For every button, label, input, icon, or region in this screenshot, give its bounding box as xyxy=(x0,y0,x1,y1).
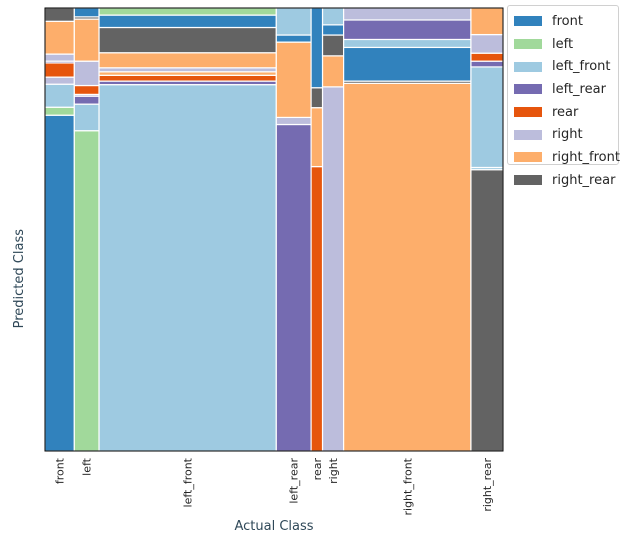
x-tick-label-right: right xyxy=(327,457,340,484)
tile-rear-pred-rear xyxy=(310,165,324,452)
x-tick-label-right_rear: right_rear xyxy=(481,458,494,512)
legend-item-left_front: left_front xyxy=(514,55,618,78)
x-tick-labels: front left left_front left_rear rear right rig… xyxy=(54,457,494,515)
legend-swatch-left xyxy=(514,39,542,50)
legend-swatch-right_rear xyxy=(514,175,542,186)
legend-label-left: left xyxy=(552,36,574,52)
legend-item-right_rear: right_rear xyxy=(514,169,618,192)
tile-right_front-pred-front xyxy=(343,46,472,82)
legend-swatch-left_front xyxy=(514,61,542,72)
legend-item-right_front: right_front xyxy=(514,146,620,169)
tile-left-pred-left xyxy=(73,130,100,452)
tile-left-pred-front xyxy=(73,7,100,18)
legend-label-rear: rear xyxy=(552,104,579,120)
tile-left-pred-left_front xyxy=(73,103,100,132)
tile-left_front-pred-left_front xyxy=(98,84,277,452)
tile-left_front-pred-front xyxy=(98,14,277,29)
legend-label-left_rear: left_rear xyxy=(552,81,606,97)
tile-rear-pred-right_rear xyxy=(310,87,324,109)
tile-left-pred-left_rear xyxy=(73,95,100,105)
x-axis-label: Actual Class xyxy=(234,519,314,534)
x-tick-label-left_rear: left_rear xyxy=(288,458,301,504)
x-tick-label-right_front: right_front xyxy=(401,457,414,515)
tile-right_front-pred-right_front xyxy=(343,82,472,452)
legend-label-right_rear: right_rear xyxy=(552,172,616,188)
tile-left_front-pred-right_front xyxy=(98,52,277,69)
y-axis-label: Predicted Class xyxy=(12,229,27,329)
tile-left_rear-pred-left_front xyxy=(275,7,312,36)
tile-right-pred-left_front xyxy=(321,7,345,26)
tile-right_rear-pred-left_front xyxy=(470,66,504,169)
legend-swatch-rear xyxy=(514,107,542,118)
legend-label-right_front: right_front xyxy=(552,149,620,165)
tile-front-pred-right_rear xyxy=(44,7,75,22)
x-tick-label-left: left xyxy=(81,457,94,476)
tile-front-pred-left_front xyxy=(44,83,75,108)
tile-left_front-pred-right_rear xyxy=(98,26,277,54)
tile-front-pred-right xyxy=(44,53,75,62)
legend-swatch-front xyxy=(514,16,542,27)
x-tick-label-rear: rear xyxy=(311,458,324,481)
tile-right-pred-right_front xyxy=(321,55,345,88)
legend-swatch-left_rear xyxy=(514,84,542,95)
tile-left_rear-pred-left_rear xyxy=(275,123,312,452)
tile-left-pred-right_front xyxy=(73,18,100,62)
tile-rear-pred-right_front xyxy=(310,107,324,168)
tile-right_front-pred-right xyxy=(343,7,472,21)
tile-front-pred-left xyxy=(44,106,75,116)
x-tick-label-left_front: left_front xyxy=(182,457,195,507)
tile-right-pred-right xyxy=(321,86,345,452)
tile-left_front-pred-rear xyxy=(98,74,277,82)
tile-right_rear-pred-right_rear xyxy=(470,169,504,452)
tile-left-pred-right xyxy=(73,60,100,87)
tile-front-pred-right xyxy=(44,76,75,85)
legend-item-right: right xyxy=(514,123,618,146)
legend-item-rear: rear xyxy=(514,101,618,124)
tile-left_rear-pred-right xyxy=(275,116,312,126)
tile-front-pred-front xyxy=(44,114,75,452)
tile-right_front-pred-left_front xyxy=(343,38,472,49)
mosaic-tiles xyxy=(44,7,504,452)
legend-swatch-right xyxy=(514,129,542,140)
legend-item-left_rear: left_rear xyxy=(514,78,618,101)
legend-item-left: left xyxy=(514,33,618,56)
tile-front-pred-right_front xyxy=(44,20,75,55)
tile-rear-pred-front xyxy=(310,7,324,89)
tile-left_front-pred-left xyxy=(98,7,277,16)
tile-right_rear-pred-left_rear xyxy=(470,60,504,68)
tile-left-pred-rear xyxy=(73,84,100,95)
tile-right-pred-right_rear xyxy=(321,34,345,57)
legend-item-front: front xyxy=(514,10,618,33)
legend-label-right: right xyxy=(552,127,583,143)
plot-frame xyxy=(44,7,504,452)
tile-front-pred-rear xyxy=(44,62,75,78)
tile-right_front-pred-left_rear xyxy=(343,19,472,41)
tile-right_rear-pred-right_front xyxy=(470,7,504,36)
tile-right_rear-pred-rear xyxy=(470,52,504,62)
legend-label-front: front xyxy=(552,13,583,29)
x-tick-label-front: front xyxy=(54,457,67,484)
legend-label-left_front: left_front xyxy=(552,59,611,75)
tile-right_rear-pred-right xyxy=(470,33,504,54)
legend-swatch-right_front xyxy=(514,152,542,163)
tile-left_rear-pred-right_front xyxy=(275,41,312,119)
tile-right-pred-front xyxy=(321,24,345,36)
tile-left_rear-pred-front xyxy=(275,34,312,43)
